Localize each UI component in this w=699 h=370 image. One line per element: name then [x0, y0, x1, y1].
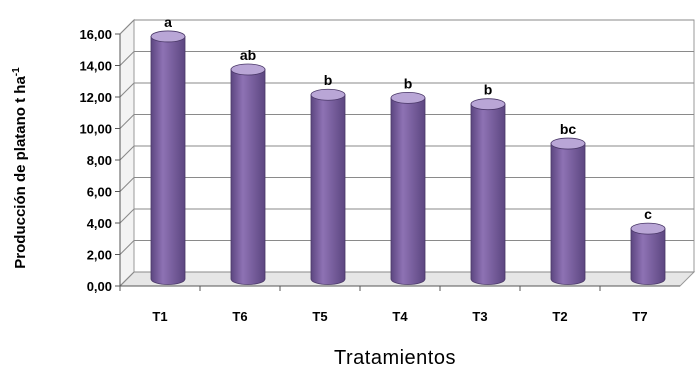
significance-label: b: [484, 82, 493, 98]
y-tick-label: 12,00: [79, 90, 112, 105]
gridline-side: [119, 271, 135, 287]
gridline-side: [119, 177, 135, 192]
significance-label: c: [644, 206, 652, 222]
y-tick-label: 10,00: [79, 122, 112, 137]
gridline-side: [119, 114, 135, 129]
bar-body: [470, 103, 506, 285]
x-tick-label: T2: [552, 309, 567, 324]
y-tick-label: 8,00: [87, 153, 112, 168]
y-tick-label: 0,00: [87, 279, 112, 294]
bar-top: [550, 137, 586, 150]
bar-top: [630, 222, 666, 235]
significance-label: bc: [560, 121, 577, 137]
bar-top: [150, 30, 186, 43]
y-axis-title-superscript: -1: [11, 67, 22, 76]
bar-T7: c: [630, 206, 666, 285]
gridline-side: [119, 208, 135, 224]
bar-body: [390, 97, 426, 285]
x-axis: T1 T6 T5 T4 T3 T2 T7: [119, 285, 680, 324]
y-axis: 0,00 2,00 4,00 6,00 8,00 10,00 12,00 14,00 16,00: [79, 27, 121, 294]
bar-body: [310, 94, 346, 285]
bar-T5: b: [310, 72, 346, 285]
significance-label: b: [324, 72, 333, 88]
bar-body: [550, 143, 586, 285]
significance-label: b: [404, 75, 413, 91]
y-tick-label: 4,00: [87, 216, 112, 231]
y-tick-label: 14,00: [79, 59, 112, 74]
significance-label: a: [164, 14, 172, 30]
y-tick-label: 2,00: [87, 248, 112, 263]
x-axis-title: Tratamientos: [334, 347, 456, 369]
x-tick-label: T7: [632, 309, 647, 324]
bar-top: [310, 88, 346, 101]
bar-body: [630, 228, 666, 285]
bar-top: [390, 91, 426, 104]
significance-label: ab: [240, 47, 256, 63]
y-axis-title-text: Producción de platano t ha: [12, 76, 29, 269]
bar-T6: ab: [230, 47, 266, 285]
x-tick-label: T3: [472, 309, 487, 324]
bar-top: [470, 98, 506, 111]
bar-T4: b: [390, 75, 426, 285]
bar-T2: bc: [550, 121, 586, 285]
bar-body: [150, 36, 186, 285]
x-tick-label: T1: [152, 309, 167, 324]
bars: a ab b b b bc c: [150, 14, 666, 285]
gridline-side: [119, 82, 135, 98]
bar-T1: a: [150, 14, 186, 285]
y-tick-label: 16,00: [79, 27, 112, 42]
y-axis-title: Producción de platano t ha-1: [11, 67, 29, 269]
x-tick-label: T4: [392, 309, 408, 324]
bar-body: [230, 69, 266, 285]
y-tick-label: 6,00: [87, 185, 112, 200]
bar-T3: b: [470, 82, 506, 285]
gridline-side: [119, 19, 135, 35]
x-tick-label: T5: [312, 309, 327, 324]
gridline-side: [119, 145, 135, 161]
gridline-side: [119, 240, 135, 255]
bar-top: [230, 63, 266, 76]
gridline-side: [119, 51, 135, 66]
x-tick-label: T6: [232, 309, 247, 324]
